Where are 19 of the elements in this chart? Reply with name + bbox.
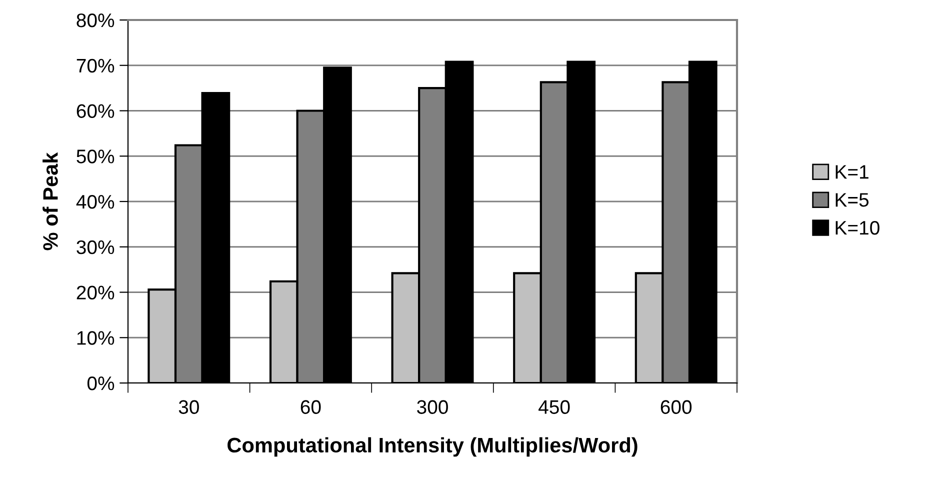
legend-label: K=1 [836,165,868,179]
y-tick-label: 40% [76,194,114,209]
y-tick-label: 60% [76,104,114,118]
y-tick-label: 30% [76,240,114,254]
y-axis-title: % of Peak [42,152,58,250]
y-tick-label: 70% [76,58,114,73]
y-tick-label: 20% [76,286,114,300]
x-tick-label: 450 [538,400,570,414]
y-tick-label: 50% [76,150,114,164]
x-tick-label: 60 [300,400,321,414]
legend-label: K=10 [836,220,880,235]
legend-label: K=5 [836,193,869,207]
y-tick-label: 80% [76,13,114,28]
y-tick-label: 10% [77,331,114,345]
x-axis-title: Computational Intensity (Multiplies/Word) [228,437,638,457]
x-tick-label: 600 [660,400,692,414]
x-tick-label: 30 [178,400,199,414]
y-tick-label: 0% [87,376,114,390]
x-tick-label: 300 [417,400,448,414]
